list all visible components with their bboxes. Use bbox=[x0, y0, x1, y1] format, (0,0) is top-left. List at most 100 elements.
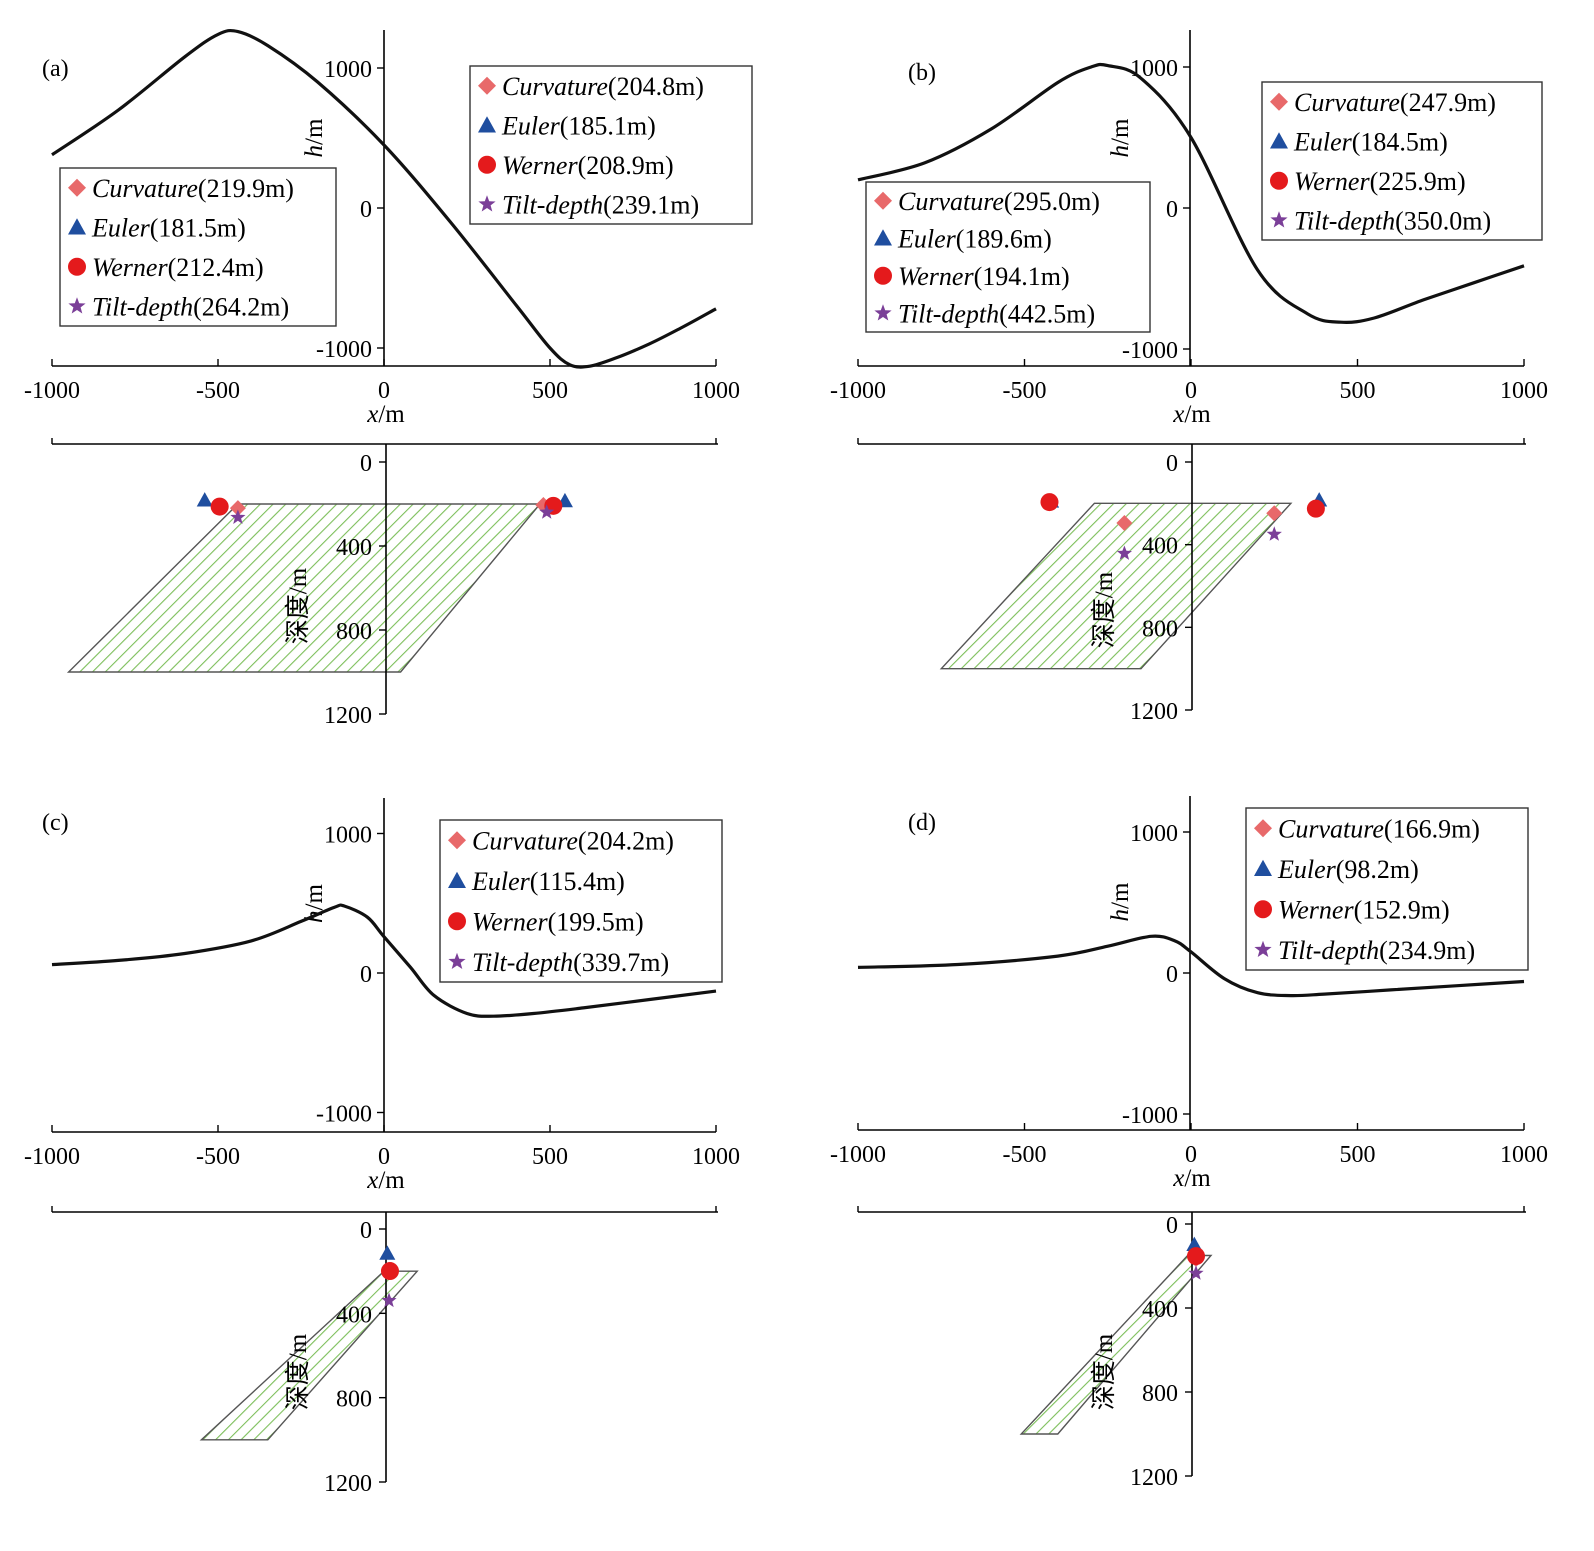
y-tick-label: 1000 bbox=[324, 57, 372, 83]
section-plot: 0 400 800 1200 深度/m bbox=[51, 1206, 718, 1497]
depth-estimate-werner bbox=[1186, 1247, 1205, 1266]
legend-method: Werner bbox=[502, 151, 578, 180]
legend-entry: Werner(199.5m) bbox=[472, 907, 644, 936]
legend-box bbox=[1245, 807, 1529, 971]
legend-entry: Werner(225.9m) bbox=[1294, 167, 1466, 196]
profile-curve bbox=[51, 28, 717, 369]
legend-value: (219.9m) bbox=[198, 174, 294, 203]
depth-tick-label: 0 bbox=[360, 451, 372, 477]
legend-marker-curvature bbox=[1254, 819, 1272, 838]
legend-method: Curvature bbox=[502, 72, 608, 101]
y-axis-label-var: h bbox=[301, 145, 328, 158]
legend-method: Euler bbox=[91, 213, 151, 242]
legend-marker-tilt-depth bbox=[448, 952, 466, 969]
x-tick-label: 0 bbox=[1185, 1142, 1197, 1168]
legend-marker-tilt-depth bbox=[478, 195, 496, 212]
legend-marker-euler bbox=[1270, 132, 1288, 149]
y-axis-label: h/m bbox=[1107, 882, 1134, 921]
legend-value: (350.0m) bbox=[1395, 206, 1491, 235]
legend-marker-curvature bbox=[448, 831, 466, 850]
y-axis-label-var: h bbox=[1107, 145, 1134, 158]
legend-method: Tilt-depth bbox=[92, 292, 193, 321]
y-axis-label-unit: /m bbox=[301, 118, 328, 145]
legend-marker-euler bbox=[478, 116, 496, 133]
y-tick-label: 0 bbox=[1166, 197, 1178, 223]
depth-estimate-werner bbox=[380, 1262, 399, 1281]
x-tick-label: 500 bbox=[1340, 1142, 1376, 1168]
x-tick-label: 500 bbox=[1340, 378, 1376, 404]
legend-value: (239.1m) bbox=[603, 190, 699, 219]
y-tick-label: 0 bbox=[360, 197, 372, 223]
legend: Curvature(295.0m) Euler(189.6m) Werner(194… bbox=[865, 181, 1151, 333]
depth-tick-label: 0 bbox=[1166, 451, 1178, 477]
legend-value: (152.9m) bbox=[1354, 895, 1450, 924]
legend-method: Curvature bbox=[1278, 814, 1384, 843]
section-plot: 0 400 800 1200 深度/m bbox=[51, 438, 718, 729]
legend-box bbox=[865, 181, 1151, 333]
legend-value: (189.6m) bbox=[956, 224, 1052, 253]
depth-estimate-curvature bbox=[1116, 514, 1133, 531]
legend-marker-curvature bbox=[1270, 92, 1288, 111]
legend-entry: Werner(212.4m) bbox=[92, 253, 264, 282]
legend-value: (184.5m) bbox=[1352, 127, 1448, 156]
x-tick-label: -1000 bbox=[24, 1144, 80, 1170]
x-axis-label-unit: /m bbox=[378, 1167, 405, 1194]
legend-entry: Curvature(247.9m) bbox=[1294, 88, 1496, 117]
legend-entry: Curvature(204.8m) bbox=[502, 72, 704, 101]
legend-method: Euler bbox=[1293, 127, 1353, 156]
x-tick-label: 0 bbox=[378, 1144, 390, 1170]
x-tick-label: -1000 bbox=[830, 378, 886, 404]
y-tick-label: -1000 bbox=[316, 1102, 372, 1128]
legend-marker-werner bbox=[1254, 900, 1272, 919]
source-body bbox=[66, 503, 542, 673]
y-tick-label: -1000 bbox=[1122, 1103, 1178, 1129]
section-plot: 0 400 800 1200 深度/m bbox=[857, 438, 1526, 725]
depth-estimate-tilt-depth bbox=[1116, 545, 1132, 560]
depth-tick-label: 800 bbox=[336, 1387, 372, 1413]
y-tick-label: -1000 bbox=[1122, 338, 1178, 364]
x-tick-label: 0 bbox=[1185, 378, 1197, 404]
legend-method: Euler bbox=[897, 224, 957, 253]
legend-value: (339.7m) bbox=[573, 948, 669, 977]
legend-method: Tilt-depth bbox=[502, 190, 603, 219]
legend-value: (247.9m) bbox=[1400, 88, 1496, 117]
panel-d: (d)-1000 -500 0 500 100010000-1000x/mh/mCurv… bbox=[830, 796, 1548, 1491]
legend-marker-euler bbox=[1254, 859, 1272, 876]
legend-method: Werner bbox=[1278, 895, 1354, 924]
x-tick-label: 1000 bbox=[1500, 378, 1548, 404]
source-body bbox=[939, 502, 1293, 670]
legend-value: (225.9m) bbox=[1370, 167, 1466, 196]
depth-tick-label: 400 bbox=[336, 1302, 372, 1328]
x-axis-label-var: x bbox=[1172, 1165, 1184, 1192]
legend-value: (442.5m) bbox=[999, 299, 1095, 328]
legend: Curvature(247.9m) Euler(184.5m) Werner(225… bbox=[1261, 81, 1543, 241]
legend-entry: Tilt-depth(442.5m) bbox=[898, 299, 1095, 328]
legend-method: Tilt-depth bbox=[472, 948, 573, 977]
legend-marker-tilt-depth bbox=[68, 297, 86, 314]
legend-entry: Curvature(204.2m) bbox=[472, 826, 674, 855]
y-axis-label-unit: /m bbox=[1107, 118, 1134, 145]
legend-method: Tilt-depth bbox=[1278, 936, 1379, 965]
legend-marker-euler bbox=[448, 871, 466, 888]
profile-curve bbox=[857, 934, 1525, 998]
legend-entry: Euler(189.6m) bbox=[897, 224, 1052, 253]
legend-value: (204.2m) bbox=[578, 826, 674, 855]
legend-value: (98.2m) bbox=[1336, 855, 1419, 884]
profile-curve bbox=[51, 903, 717, 1018]
x-axis-label-unit: /m bbox=[378, 401, 405, 428]
legend-value: (166.9m) bbox=[1384, 814, 1480, 843]
legend-marker-werner bbox=[1270, 171, 1288, 190]
y-tick-label: 1000 bbox=[324, 823, 372, 849]
x-axis-label-var: x bbox=[366, 401, 378, 428]
legend: Curvature(166.9m) Euler(98.2m) Werner(152.… bbox=[1245, 807, 1529, 971]
legend-entry: Euler(115.4m) bbox=[471, 867, 625, 896]
panel-a: (a)-1000 -500 0 500 100010000-1000x/mh/mCurv… bbox=[24, 28, 753, 729]
legend-entry: Tilt-depth(239.1m) bbox=[502, 190, 699, 219]
legend-box bbox=[469, 65, 753, 225]
x-tick-label: -1000 bbox=[24, 378, 80, 404]
depth-estimate-euler bbox=[196, 492, 213, 507]
profile-curve bbox=[857, 62, 1525, 324]
legend-value: (295.0m) bbox=[1004, 187, 1100, 216]
